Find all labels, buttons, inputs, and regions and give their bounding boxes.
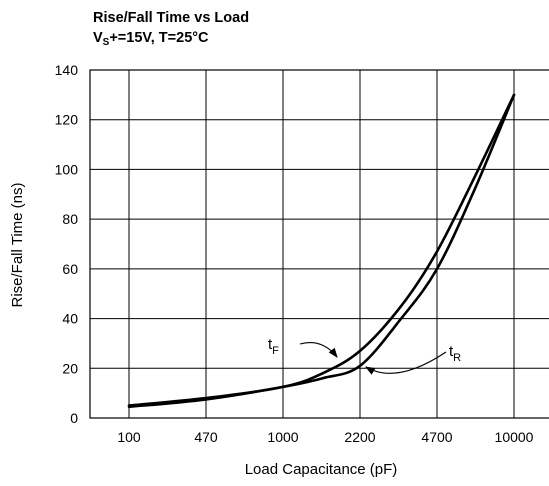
grid [89,69,549,419]
y-axis-label: Rise/Fall Time (ns) [9,182,26,307]
tick-labels: 0 20 40 60 80 100 120 140 100 470 1000 2200 4700 1000… [55,62,534,445]
y-tick-label: 100 [55,161,79,177]
y-tick-label: 60 [62,261,78,277]
x-tick-label: 1000 [267,429,298,445]
series-label-tR-main: t [449,343,454,360]
subtitle-prefix: V [93,30,103,46]
series-lines [127,93,516,409]
chart-title-block: Rise/Fall Time vs Load VS+=15V, T=25°C [93,8,249,53]
y-tick-label: 80 [62,211,78,227]
series-label-tF: tF [268,336,279,357]
y-tick-label: 0 [70,410,78,426]
arrow-tF [299,342,338,358]
x-tick-label: 100 [117,429,141,445]
x-tick-label: 470 [194,429,218,445]
x-axis-label: Load Capacitance (pF) [245,461,398,478]
y-tick-label: 40 [62,311,78,327]
y-tick-label: 140 [55,62,79,78]
series-label-tF-main: t [268,336,273,353]
x-tick-label: 4700 [421,429,452,445]
annotations: tF tR [268,336,461,375]
x-tick-label: 2200 [344,429,375,445]
series-label-tR: tR [449,343,461,364]
y-tick-label: 20 [62,360,78,376]
arrow-tR [365,351,447,375]
y-tick-label: 120 [55,112,79,128]
series-line-tR [127,93,516,409]
subtitle-rest: +=15V, T=25°C [109,30,209,46]
chart-subtitle: VS+=15V, T=25°C [93,28,249,53]
chart-title: Rise/Fall Time vs Load [93,10,250,26]
plot-frame [89,69,549,419]
x-tick-label: 10000 [495,429,534,445]
series-label-tF-sub: F [272,345,279,357]
subtitle-subscript: S [102,37,110,48]
series-label-tR-sub: R [453,352,461,364]
